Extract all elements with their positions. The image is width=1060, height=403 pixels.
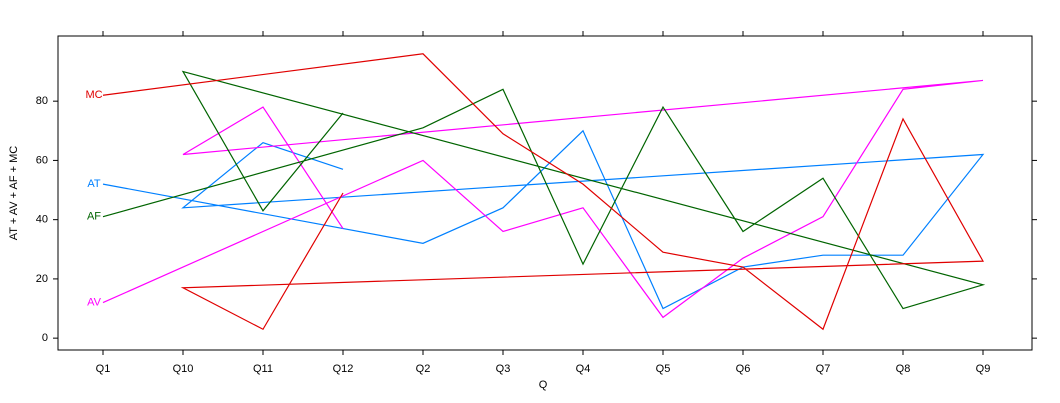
y-tick-label: 0: [42, 332, 48, 344]
x-tick-label: Q4: [576, 363, 591, 375]
x-tick-label: Q9: [976, 363, 991, 375]
x-tick-label: Q2: [416, 363, 431, 375]
series-line: [102, 129, 985, 310]
series-line: [102, 53, 985, 331]
series-line: [102, 79, 984, 319]
x-axis-label: Q: [539, 379, 548, 391]
series-line: [102, 70, 986, 310]
x-tick-label: Q11: [253, 363, 273, 375]
y-tick-label: 40: [36, 214, 48, 226]
x-tick-label: Q6: [736, 363, 751, 375]
x-tick-label: Q10: [173, 363, 194, 375]
y-tick-label: 60: [36, 154, 48, 166]
x-tick-label: Q7: [816, 363, 831, 375]
y-tick-label: 80: [36, 95, 48, 107]
y-tick-label: 20: [36, 273, 48, 285]
series-label: AT: [87, 178, 101, 190]
x-tick-label: Q5: [656, 363, 671, 375]
x-tick-label: Q12: [333, 363, 354, 375]
series-label: AV: [87, 297, 102, 309]
x-tick-label: Q3: [496, 363, 511, 375]
y-axis-label: AT + AV + AF + MC: [8, 146, 20, 241]
x-tick-label: Q1: [96, 363, 111, 375]
x-tick-label: Q8: [896, 363, 911, 375]
series-label: AF: [87, 211, 101, 223]
series-label: MC: [85, 89, 102, 101]
panel-border: [57, 35, 1033, 351]
